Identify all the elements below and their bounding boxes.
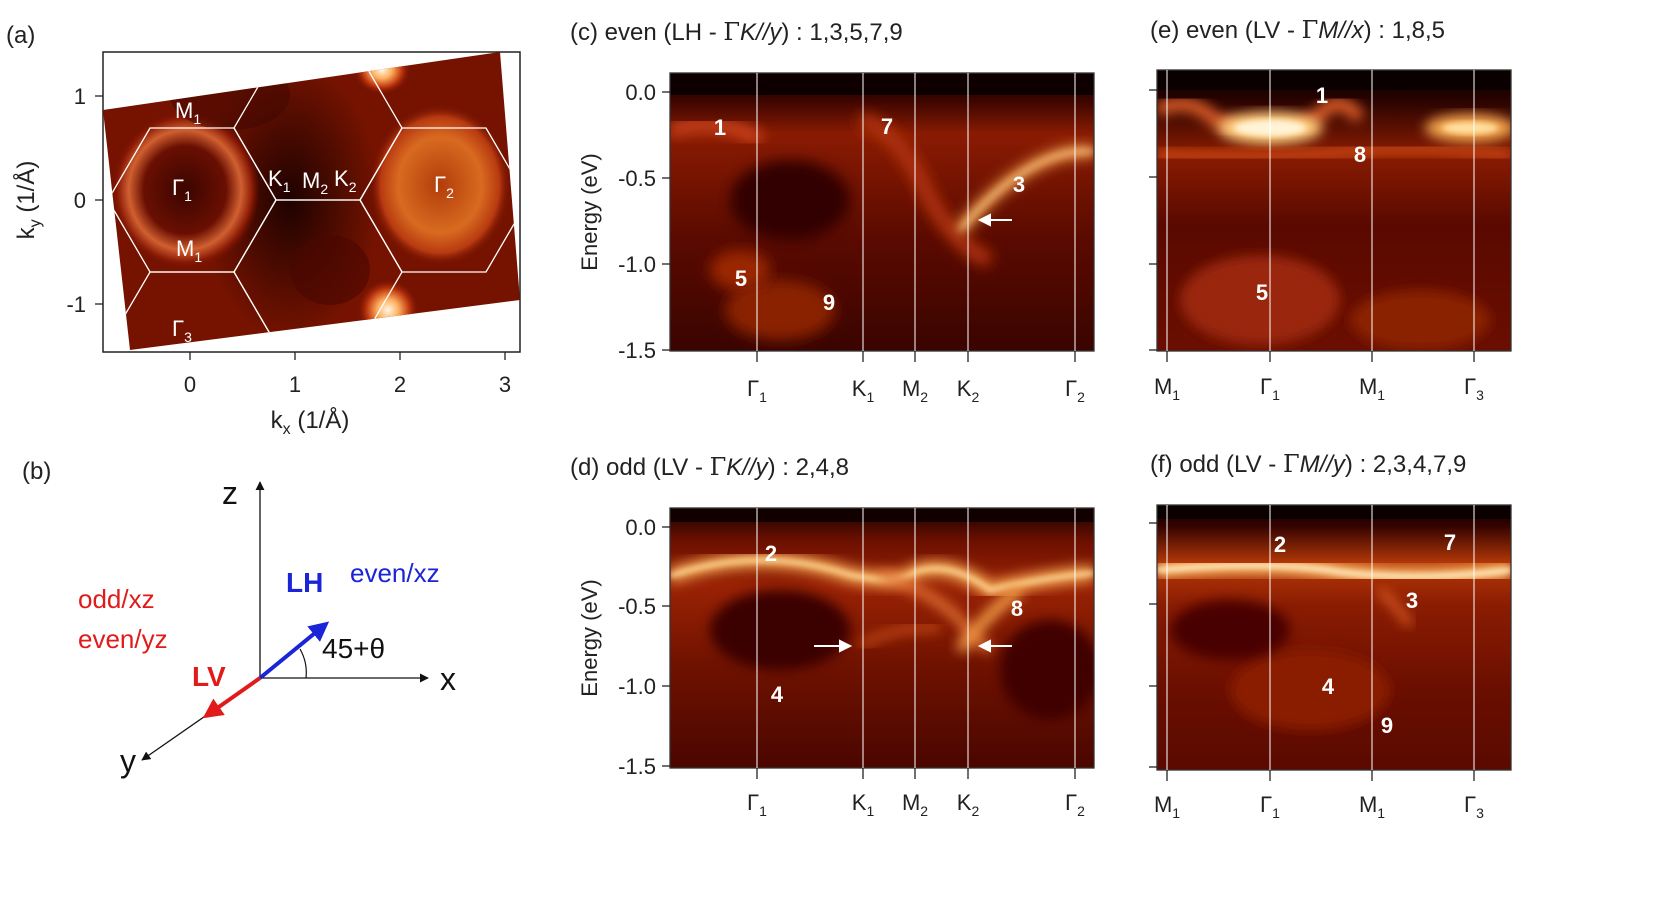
e-band-1: 1	[1316, 83, 1328, 108]
axis-y-label: y	[120, 743, 136, 779]
d-xtick-1: K1	[852, 790, 875, 819]
a-ylabel: ky (1/Å)	[12, 161, 44, 240]
a-ytick-2: -1	[66, 292, 86, 317]
d-ylabel: Energy (eV)	[577, 579, 602, 696]
e-band-5: 5	[1256, 280, 1268, 305]
a-xtick-1: 1	[289, 372, 301, 397]
panel-a-label: (a)	[6, 22, 36, 49]
panel-d-title: (d) odd (LV - ΓK//y) : 2,4,8	[570, 453, 849, 481]
c-band-7: 7	[881, 114, 893, 139]
e-band-8: 8	[1354, 142, 1366, 167]
a-ytick-0: 1	[74, 84, 86, 109]
e-xtick-1: Γ1	[1260, 374, 1280, 403]
d-arrow-marker-left	[814, 639, 853, 653]
c-xtick-4: Γ2	[1065, 376, 1085, 405]
c-band-1: 1	[714, 115, 726, 140]
f-band-7: 7	[1444, 530, 1456, 555]
panel-c-arpes: 0.0 -0.5 -1.0 -1.5 Energy (eV) Γ1 K1 M2 …	[577, 72, 1095, 405]
d-ytick-3: -1.5	[618, 754, 656, 779]
d-xtick-2: M2	[902, 790, 928, 819]
c-xtick-0: Γ1	[747, 376, 767, 405]
d-band-4: 4	[771, 682, 784, 707]
axis-x-label: x	[440, 661, 456, 697]
panel-b-label: (b)	[22, 458, 52, 485]
c-ytick-0: 0.0	[625, 80, 656, 105]
c-ytick-2: -1.0	[618, 252, 656, 277]
panel-e-title: (e) even (LV - ΓM//x) : 1,8,5	[1150, 16, 1445, 44]
odd-xz-label: odd/xz	[78, 584, 155, 614]
c-band-3: 3	[1013, 172, 1025, 197]
panel-c-title: (c) even (LH - ΓK//y) : 1,3,5,7,9	[570, 18, 903, 46]
panel-f-title: (f) odd (LV - ΓM//y) : 2,3,4,7,9	[1150, 450, 1467, 478]
panel-e-arpes: M1 Γ1 M1 Γ3 1 8 5	[1149, 69, 1512, 403]
a-point-k1: K1	[268, 166, 291, 195]
lh-arrow	[258, 621, 330, 680]
panel-a-fermi-map: 0 1 2 3 1 0 -1 kx (1/Å) ky (1/Å) M1 Γ1 K…	[12, 51, 521, 438]
f-xtick-2: M1	[1359, 792, 1385, 821]
c-band-5: 5	[735, 266, 747, 291]
panel-f-arpes: M1 Γ1 M1 Γ3 2 7 3 4 9	[1149, 504, 1512, 821]
a-xlabel: kx (1/Å)	[271, 406, 350, 438]
lv-arrow	[202, 676, 262, 719]
even-xz-label: even/xz	[350, 558, 440, 588]
c-arrow-marker	[977, 213, 1012, 227]
a-point-m2: M2	[302, 168, 328, 197]
angle-arc	[299, 648, 307, 679]
even-yz-label: even/yz	[78, 624, 168, 654]
d-band-8: 8	[1011, 596, 1023, 621]
e-xtick-0: M1	[1154, 374, 1180, 403]
panel-b-geometry-diagram: z x y LH LV even/xz odd/xz even/yz 45+θ	[78, 475, 456, 779]
lv-label: LV	[192, 661, 226, 692]
c-xtick-1: K1	[852, 376, 875, 405]
c-ytick-3: -1.5	[618, 338, 656, 363]
lh-label: LH	[286, 567, 323, 598]
c-ylabel: Energy (eV)	[577, 153, 602, 270]
d-ytick-2: -1.0	[618, 674, 656, 699]
a-point-k2: K2	[334, 166, 357, 195]
panel-d-arpes: 0.0 -0.5 -1.0 -1.5 Energy (eV) Γ1 K1 M2 …	[577, 507, 1095, 819]
f-band-2: 2	[1274, 532, 1286, 557]
c-ytick-1: -0.5	[618, 166, 656, 191]
f-band-9: 9	[1381, 713, 1393, 738]
a-point-gamma2: Γ2	[434, 172, 454, 201]
d-arrow-marker-right	[977, 639, 1012, 653]
a-point-gamma3: Γ3	[172, 316, 192, 345]
f-band-3: 3	[1406, 588, 1418, 613]
angle-label: 45+θ	[322, 633, 385, 664]
a-xtick-0: 0	[184, 372, 196, 397]
a-point-m1-top: M1	[175, 98, 201, 127]
f-xtick-1: Γ1	[1260, 792, 1280, 821]
d-ytick-1: -0.5	[618, 594, 656, 619]
f-xtick-3: Γ3	[1464, 792, 1484, 821]
c-xtick-2: M2	[902, 376, 928, 405]
c-xtick-3: K2	[957, 376, 980, 405]
f-band-4: 4	[1322, 674, 1335, 699]
d-xtick-0: Γ1	[747, 790, 767, 819]
f-xtick-0: M1	[1154, 792, 1180, 821]
axis-z-label: z	[222, 475, 238, 511]
a-xtick-3: 3	[499, 372, 511, 397]
c-band-9: 9	[823, 290, 835, 315]
d-xtick-3: K2	[957, 790, 980, 819]
a-point-gamma1: Γ1	[172, 175, 192, 204]
d-xtick-4: Γ2	[1065, 790, 1085, 819]
a-ytick-1: 0	[74, 188, 86, 213]
a-point-m1-bottom: M1	[176, 236, 202, 265]
a-xtick-2: 2	[394, 372, 406, 397]
e-xtick-2: M1	[1359, 374, 1385, 403]
e-xtick-3: Γ3	[1464, 374, 1484, 403]
d-ytick-0: 0.0	[625, 515, 656, 540]
d-band-2: 2	[765, 541, 777, 566]
